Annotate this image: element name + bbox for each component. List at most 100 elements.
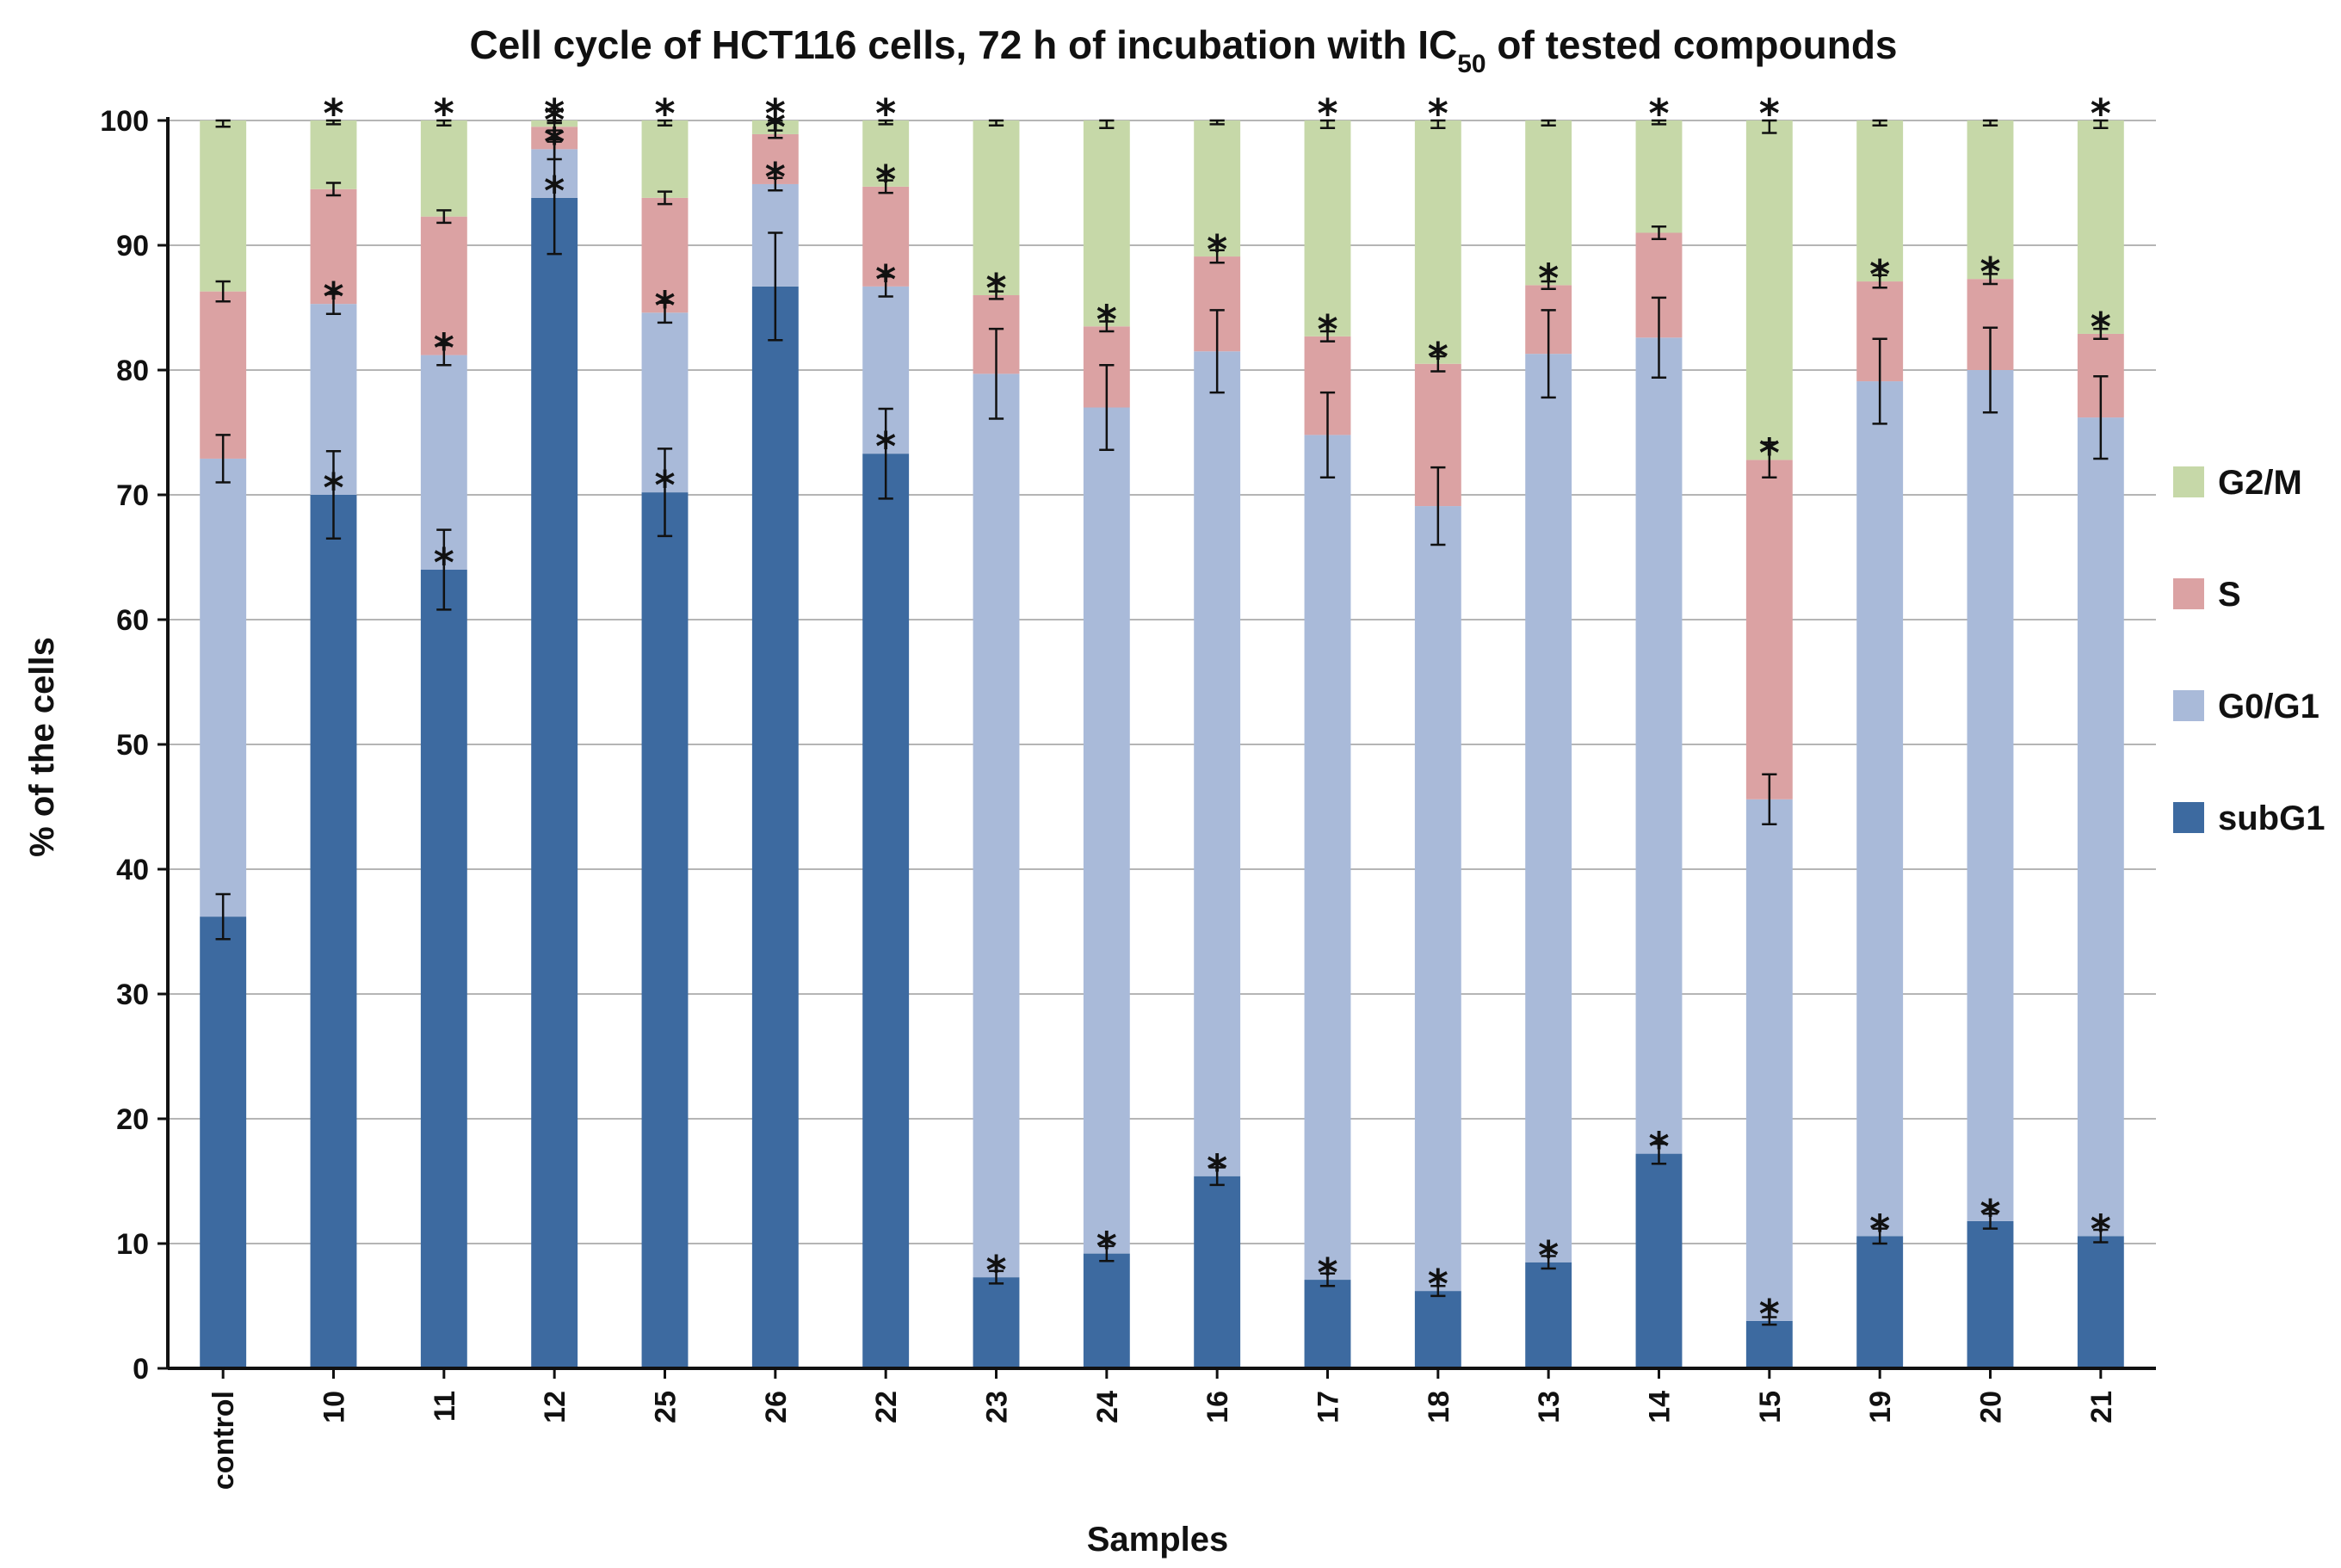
- significance-mark: *: [323, 274, 343, 320]
- error-bar-g0-g1-control: [215, 434, 231, 484]
- bar-g2-m-21: [2077, 120, 2124, 334]
- significance-mark: *: [1428, 334, 1448, 380]
- error-bar-g2-m-22: [878, 119, 893, 126]
- significance-mark: *: [544, 96, 565, 143]
- significance-mark: *: [1759, 1291, 1780, 1337]
- significance-mark: *: [1538, 1232, 1559, 1279]
- significance-marks: ****************************************…: [323, 90, 2110, 1337]
- bar-g0-g1-19: [1856, 381, 1904, 1237]
- error-bar-subg1-14: [1651, 1142, 1667, 1165]
- y-tick-label: 20: [116, 1103, 149, 1136]
- error-bar-g2-m-25: [657, 119, 673, 127]
- y-tick-label: 30: [116, 978, 149, 1011]
- error-bar-s-17: [1319, 330, 1336, 343]
- y-tick-labels: 0 10 20 30 40 50 60 70 80 90 100: [100, 105, 149, 1386]
- significance-mark: *: [1648, 90, 1669, 137]
- bar-subg1-23: [973, 1277, 1020, 1368]
- bar-g0-g1-16: [1194, 351, 1241, 1176]
- x-tick-label: 19: [1864, 1391, 1897, 1423]
- y-tick-label: 80: [116, 355, 149, 387]
- x-tick-label: 20: [1975, 1391, 2008, 1423]
- bars: [200, 120, 2124, 1369]
- error-bars: [215, 119, 2109, 1326]
- x-tick-label: 26: [760, 1391, 793, 1423]
- bar-subg1-16: [1194, 1176, 1241, 1368]
- legend-item-subg1: subG1: [2173, 799, 2325, 837]
- bar-subg1-24: [1083, 1253, 1130, 1368]
- error-bar-g2-m-12: [547, 119, 562, 125]
- error-bar-g0-g1-19: [1872, 337, 1887, 425]
- chart-title-subscript: 50: [1457, 50, 1486, 78]
- bar-g0-g1-18: [1414, 506, 1461, 1292]
- significance-mark: *: [654, 282, 675, 329]
- significance-mark: *: [1096, 296, 1117, 343]
- significance-mark: *: [765, 154, 786, 201]
- error-bar-g0-g1-21: [2093, 375, 2109, 460]
- error-bar-g2-m-15: [1762, 119, 1777, 134]
- error-bar-s-24: [1099, 320, 1115, 333]
- bar-subg1-15: [1745, 1320, 1793, 1368]
- bar-g2-m-26: [751, 120, 799, 134]
- error-bar-g0-g1-10: [325, 293, 342, 315]
- significance-mark: *: [434, 90, 454, 137]
- x-tick-label: 15: [1754, 1391, 1787, 1423]
- y-tick-label: 50: [116, 729, 149, 762]
- significance-mark: *: [544, 119, 565, 165]
- significance-mark: *: [654, 90, 675, 137]
- significance-mark: *: [1759, 90, 1780, 137]
- error-bar-subg1-11: [436, 528, 452, 611]
- y-tick-label: 60: [116, 604, 149, 637]
- significance-mark: *: [985, 1247, 1006, 1293]
- bar-g2-m-18: [1414, 120, 1461, 364]
- significance-mark: *: [1096, 1224, 1117, 1270]
- bar-g2-m-13: [1525, 120, 1572, 286]
- significance-mark: *: [875, 90, 896, 137]
- error-bar-g2-m-17: [1319, 119, 1336, 129]
- significance-mark: *: [434, 325, 454, 372]
- legend-label: G0/G1: [2218, 688, 2319, 725]
- significance-mark: *: [765, 90, 786, 137]
- legend-swatch: [2173, 466, 2204, 497]
- error-bar-subg1-10: [325, 450, 342, 540]
- significance-mark: *: [1538, 255, 1559, 301]
- x-tick-label: 17: [1313, 1391, 1345, 1423]
- bar-g2-m-24: [1083, 120, 1130, 327]
- significance-mark: *: [323, 465, 343, 511]
- bar-g0-g1-17: [1304, 435, 1351, 1281]
- error-bar-s-16: [1209, 249, 1225, 264]
- legend-swatch: [2173, 690, 2204, 721]
- significance-mark: *: [875, 157, 896, 203]
- x-tick-label: 18: [1423, 1391, 1455, 1423]
- significance-mark: *: [1317, 90, 1337, 137]
- bar-s-15: [1745, 460, 1793, 799]
- bar-g2-m-17: [1304, 120, 1351, 336]
- bar-s-11: [420, 216, 467, 355]
- error-bar-s-25: [657, 190, 673, 206]
- error-bar-subg1-20: [1982, 1212, 1998, 1230]
- y-tick-label: 90: [116, 230, 149, 262]
- error-bar-s-19: [1872, 274, 1887, 289]
- error-bar-g2-m-13: [1541, 119, 1556, 127]
- significance-mark: *: [544, 168, 565, 214]
- significance-mark: *: [544, 90, 565, 137]
- error-bar-subg1-19: [1872, 1227, 1887, 1245]
- y-tick-label: 100: [100, 105, 149, 138]
- error-bar-s-10: [325, 182, 342, 197]
- bar-g2-m-19: [1856, 120, 1904, 282]
- bar-g0-g1-21: [2077, 417, 2124, 1237]
- bar-subg1-20: [1967, 1220, 2014, 1368]
- significance-mark: *: [1207, 226, 1227, 273]
- significance-mark: *: [765, 104, 786, 151]
- x-tick-label: 22: [870, 1391, 903, 1423]
- axes: [166, 117, 2156, 1370]
- y-tick-label: 40: [116, 854, 149, 886]
- error-bar-g0-g1-24: [1099, 363, 1115, 452]
- error-bar-g0-g1-17: [1319, 391, 1336, 478]
- bar-subg1-26: [751, 286, 799, 1369]
- bar-g2-m-25: [641, 120, 689, 198]
- significance-mark: *: [985, 265, 1006, 312]
- error-bar-g2-m-14: [1651, 119, 1667, 126]
- bar-g2-m-22: [862, 120, 910, 187]
- error-bar-subg1-16: [1209, 1166, 1225, 1187]
- y-tick-label: 70: [116, 479, 149, 512]
